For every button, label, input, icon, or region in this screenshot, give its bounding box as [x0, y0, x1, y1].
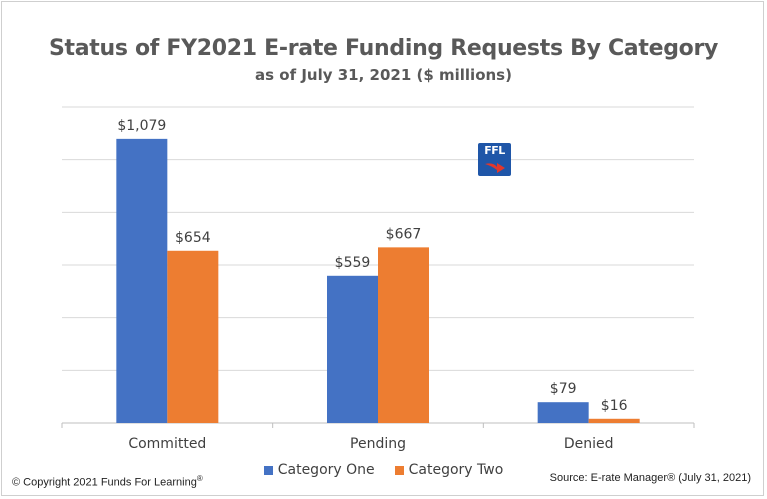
chart-subtitle: as of July 31, 2021 ($ millions): [255, 66, 512, 84]
chart-title: Status of FY2021 E-rate Funding Requests…: [48, 36, 719, 61]
x-tick-label: Denied: [564, 436, 614, 452]
source-note: Source: E-rate Manager® (July 31, 2021): [549, 472, 751, 484]
data-label: $16: [601, 398, 628, 414]
bar-category-one: [537, 402, 589, 423]
legend-swatch-category-two: [394, 465, 404, 475]
copyright-text: © Copyright 2021 Funds For Learning: [12, 476, 197, 489]
legend-item-category-two: Category Two: [394, 462, 504, 478]
x-tick-label: Committed: [128, 436, 206, 452]
data-label: $559: [335, 255, 371, 271]
arrow-icon: [485, 163, 505, 173]
bar-category-one: [116, 138, 168, 423]
legend-label-category-one: Category One: [277, 462, 375, 478]
bar-category-two: [378, 247, 429, 423]
x-tick-label: Pending: [350, 436, 406, 452]
bar-category-two: [588, 418, 640, 423]
bar-category-two: [167, 250, 219, 423]
data-label: $1,079: [117, 118, 166, 134]
legend-item-category-one: Category One: [263, 462, 375, 478]
logo-text: FFL: [484, 144, 505, 157]
legend-label-category-two: Category Two: [408, 462, 504, 478]
data-label: $79: [550, 381, 577, 397]
registered-mark: ®: [196, 474, 203, 483]
copyright-notice: © Copyright 2021 Funds For Learning®: [12, 474, 203, 489]
legend-swatch-category-one: [263, 465, 273, 475]
ffl-logo-icon: FFL: [478, 143, 511, 176]
bar-category-one: [327, 275, 378, 423]
chart-legend: Category One Category Two: [0, 462, 767, 478]
data-label: $667: [386, 226, 422, 242]
data-label: $654: [175, 230, 211, 246]
